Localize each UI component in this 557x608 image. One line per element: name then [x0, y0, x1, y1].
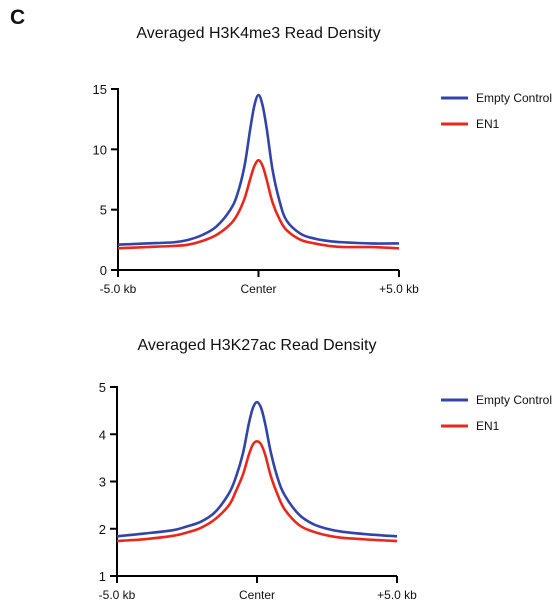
x-tick-label: +5.0 kb — [377, 588, 417, 602]
x-tick-label: +5.0 kb — [379, 282, 419, 296]
x-tick-label: Center — [239, 588, 275, 602]
y-tick-label: 5 — [100, 203, 107, 218]
y-tick-label: 2 — [99, 522, 106, 537]
x-tick-label: -5.0 kb — [100, 282, 137, 296]
series-line-en1 — [116, 440, 398, 543]
chart-h3k4me3: Averaged H3K4me3 Read Density 0 5 10 15 -5.0 … — [93, 25, 553, 296]
panel-label: C — [10, 6, 26, 29]
chart-title: Averaged H3K4me3 Read Density — [136, 25, 380, 42]
x-tick-label: -5.0 kb — [99, 588, 136, 602]
legend-label: Empty Control — [476, 91, 552, 105]
series-line-en1 — [117, 158, 400, 250]
y-tick-label: 5 — [99, 380, 106, 395]
y-tick-label: 10 — [93, 142, 107, 157]
legend-label: EN1 — [476, 117, 500, 131]
y-tick-label: 1 — [99, 569, 106, 584]
y-tick-label: 4 — [99, 427, 106, 442]
legend-label: Empty Control — [476, 393, 552, 407]
y-tick-label: 15 — [93, 82, 107, 97]
chart-title: Averaged H3K27ac Read Density — [138, 337, 377, 354]
y-tick-label: 3 — [99, 475, 106, 490]
series-line-empty-control — [117, 93, 400, 246]
x-tick-label: Center — [240, 282, 276, 296]
series-line-empty-control — [116, 400, 398, 538]
chart-h3k27ac: Averaged H3K27ac Read Density 1 2 3 4 5 -5.0 k… — [99, 337, 552, 602]
legend-label: EN1 — [476, 419, 500, 433]
y-tick-label: 0 — [100, 263, 107, 278]
